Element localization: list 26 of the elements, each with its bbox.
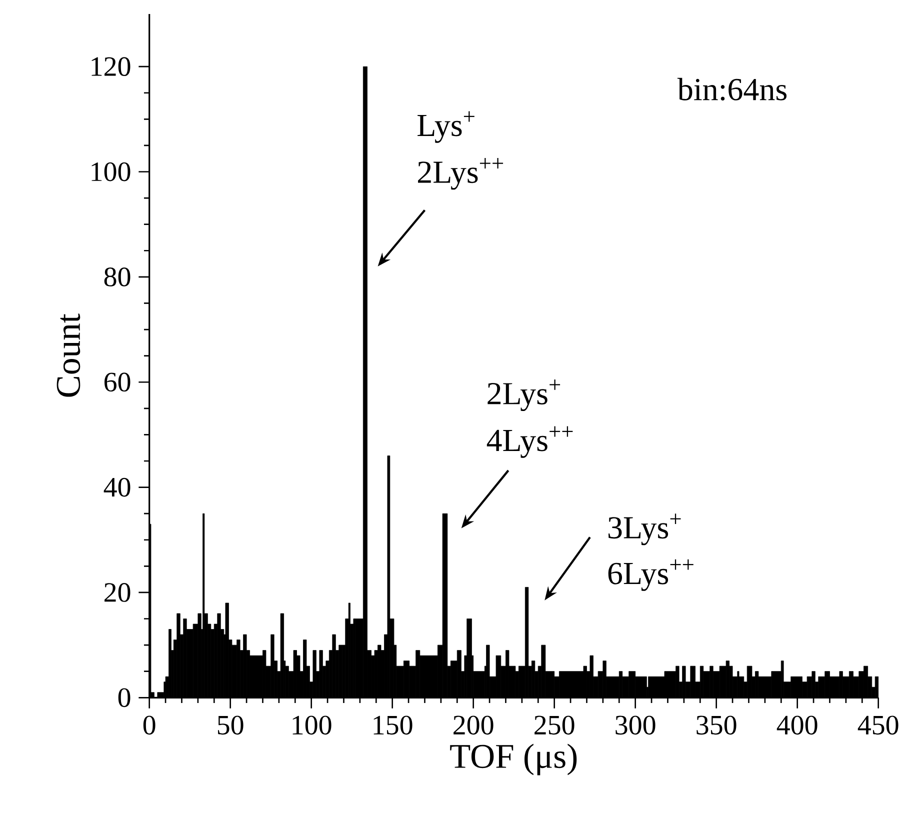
x-tick-label: 150 bbox=[374, 716, 412, 735]
annotation: 4Lys$^{++}$ bbox=[486, 426, 573, 458]
x-tick-label: 350 bbox=[696, 716, 736, 735]
x-tick-label: 100 bbox=[292, 716, 332, 735]
x-tick-label: 400 bbox=[776, 716, 818, 735]
annotation: 2Lys$^{+}$ bbox=[488, 379, 560, 412]
x-axis-title: TOF (μs) bbox=[450, 744, 577, 776]
x-tick-label: 50 bbox=[218, 716, 244, 735]
y-tick-label: 20 bbox=[104, 583, 130, 602]
y-tick-label: 0 bbox=[118, 688, 130, 708]
y-tick-label: 60 bbox=[104, 372, 130, 392]
x-tick-label: 0 bbox=[143, 716, 156, 735]
x-tick-label: 450 bbox=[858, 716, 898, 735]
x-tick-label: 200 bbox=[454, 716, 494, 735]
y-tick-label: 100 bbox=[92, 162, 130, 182]
y-tick-label: 120 bbox=[92, 57, 130, 76]
annotation: Lys$^{+}$ bbox=[418, 111, 474, 143]
annotation: 2Lys$^{++}$ bbox=[418, 158, 504, 190]
y-tick-label: 80 bbox=[104, 267, 130, 286]
x-tick-label: 300 bbox=[616, 716, 656, 735]
annotation: bin:64ns bbox=[677, 78, 787, 101]
annotation: 6Lys$^{++}$ bbox=[608, 559, 694, 591]
annotation: 3Lys$^{+}$ bbox=[608, 514, 681, 546]
y-axis-title: Count bbox=[56, 314, 80, 397]
x-tick-label: 250 bbox=[534, 716, 574, 735]
y-tick-label: 40 bbox=[104, 478, 130, 497]
